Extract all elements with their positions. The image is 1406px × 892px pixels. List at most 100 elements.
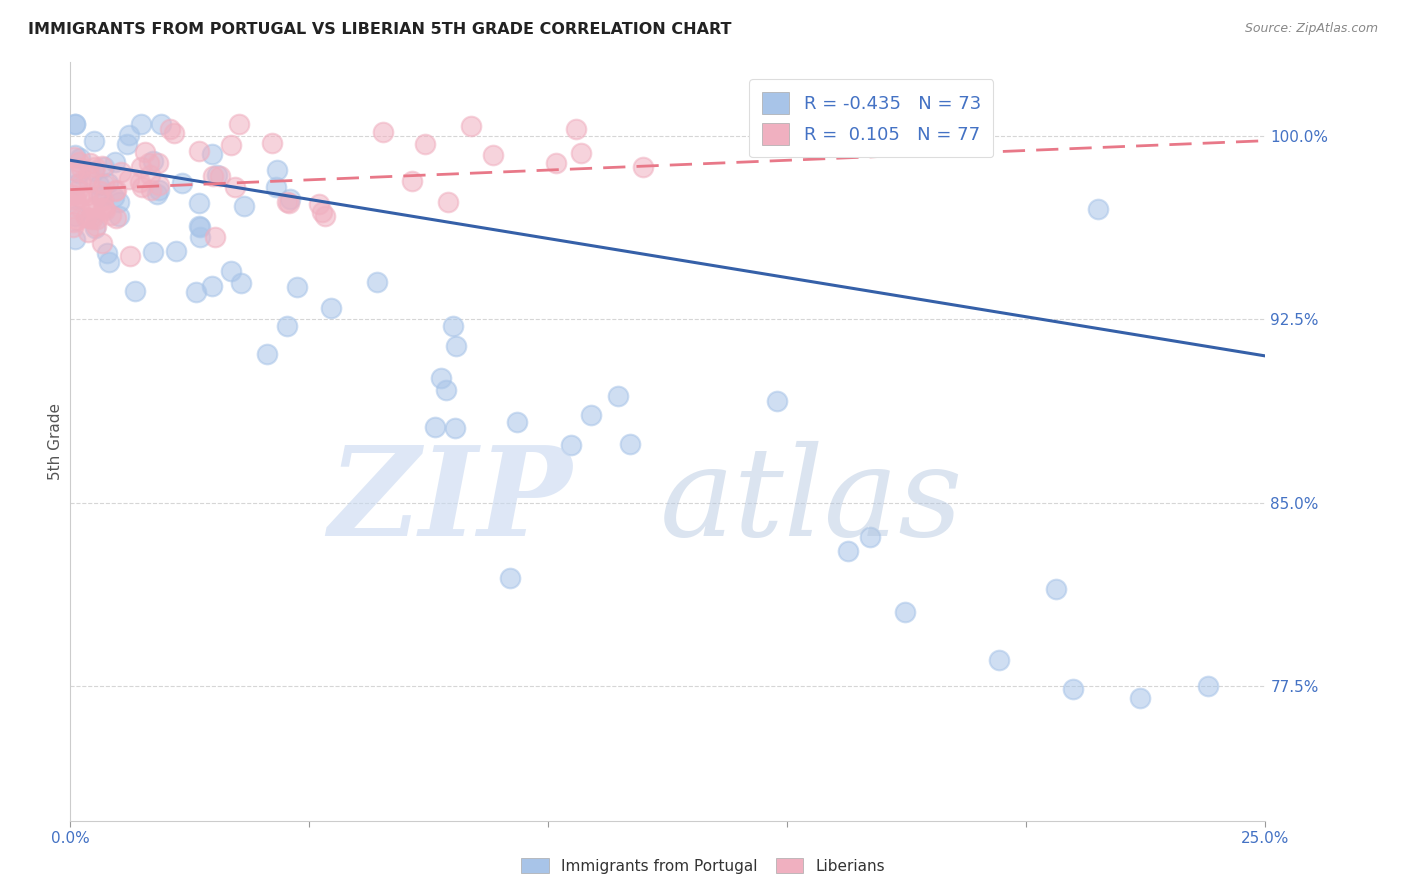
Point (1087, 202, 1109, 217)
Point (63, 150, 86, 164)
Point (987, 653, 1010, 667)
Point (93, 177, 115, 191)
Point (141, 245, 163, 260)
Point (413, 136, 436, 151)
Point (66, 177, 89, 191)
Point (285, 280, 308, 294)
Point (62, 193, 84, 207)
Point (84, 221, 107, 235)
Point (1197, 679, 1219, 693)
Point (86, 211, 108, 226)
Point (107, 209, 129, 223)
Point (63, 232, 86, 246)
Legend: Immigrants from Portugal, Liberians: Immigrants from Portugal, Liberians (515, 852, 891, 880)
Point (766, 394, 789, 409)
Point (139, 183, 162, 197)
Point (201, 147, 224, 161)
Point (188, 219, 211, 233)
Point (569, 145, 592, 160)
Point (460, 119, 482, 133)
Point (366, 275, 388, 289)
Point (311, 205, 333, 219)
Point (565, 121, 588, 136)
Point (67, 154, 90, 169)
Point (142, 154, 165, 169)
Point (67, 200, 90, 214)
Point (506, 416, 529, 430)
Point (118, 128, 141, 142)
Point (228, 117, 250, 131)
Point (82, 200, 104, 214)
Point (233, 199, 256, 213)
Point (103, 190, 125, 204)
Point (278, 192, 301, 206)
Point (79, 211, 101, 226)
Point (129, 160, 152, 174)
Point (319, 301, 342, 316)
Point (264, 180, 287, 194)
Point (134, 145, 156, 159)
Point (159, 121, 181, 136)
Point (66, 212, 89, 227)
Point (84, 160, 107, 174)
Text: atlas: atlas (659, 442, 963, 563)
Point (224, 179, 246, 194)
Point (149, 117, 172, 131)
Point (69, 152, 91, 166)
Point (91, 201, 114, 215)
Point (79, 156, 101, 170)
Point (190, 220, 212, 235)
Point (633, 160, 655, 174)
Point (87, 187, 110, 202)
Point (76, 188, 98, 202)
Point (207, 169, 229, 183)
Point (124, 284, 146, 298)
Point (91, 193, 114, 207)
Point (546, 156, 568, 170)
Point (1062, 682, 1084, 697)
Point (1045, 582, 1067, 596)
Point (581, 409, 603, 423)
Point (63, 117, 86, 131)
Point (139, 168, 162, 182)
Point (100, 208, 122, 222)
Point (89, 184, 111, 198)
Point (75, 210, 97, 224)
Point (93, 201, 115, 215)
Point (256, 347, 278, 361)
Point (104, 184, 127, 198)
Point (314, 209, 336, 223)
Point (444, 421, 467, 435)
Point (96, 246, 118, 260)
Point (115, 136, 138, 151)
Point (77, 168, 100, 182)
Point (499, 571, 522, 585)
Point (94, 202, 117, 217)
Point (188, 230, 211, 244)
Point (67, 182, 90, 196)
Point (187, 195, 209, 210)
Point (90, 159, 112, 173)
Point (104, 155, 127, 169)
Point (69, 190, 91, 204)
Point (606, 389, 628, 403)
Point (165, 244, 187, 258)
Point (202, 169, 225, 183)
Point (434, 384, 457, 398)
Point (90, 235, 112, 250)
Point (893, 605, 915, 619)
Point (62, 187, 84, 202)
Point (70, 161, 93, 175)
Point (276, 194, 298, 209)
Point (62, 220, 84, 235)
Point (80, 202, 103, 217)
Point (138, 156, 160, 170)
Point (371, 124, 394, 138)
Point (444, 339, 467, 353)
Point (201, 278, 224, 293)
Point (63, 209, 86, 223)
Point (77, 175, 100, 189)
Point (441, 319, 464, 334)
Point (260, 136, 283, 151)
Point (97, 176, 120, 190)
